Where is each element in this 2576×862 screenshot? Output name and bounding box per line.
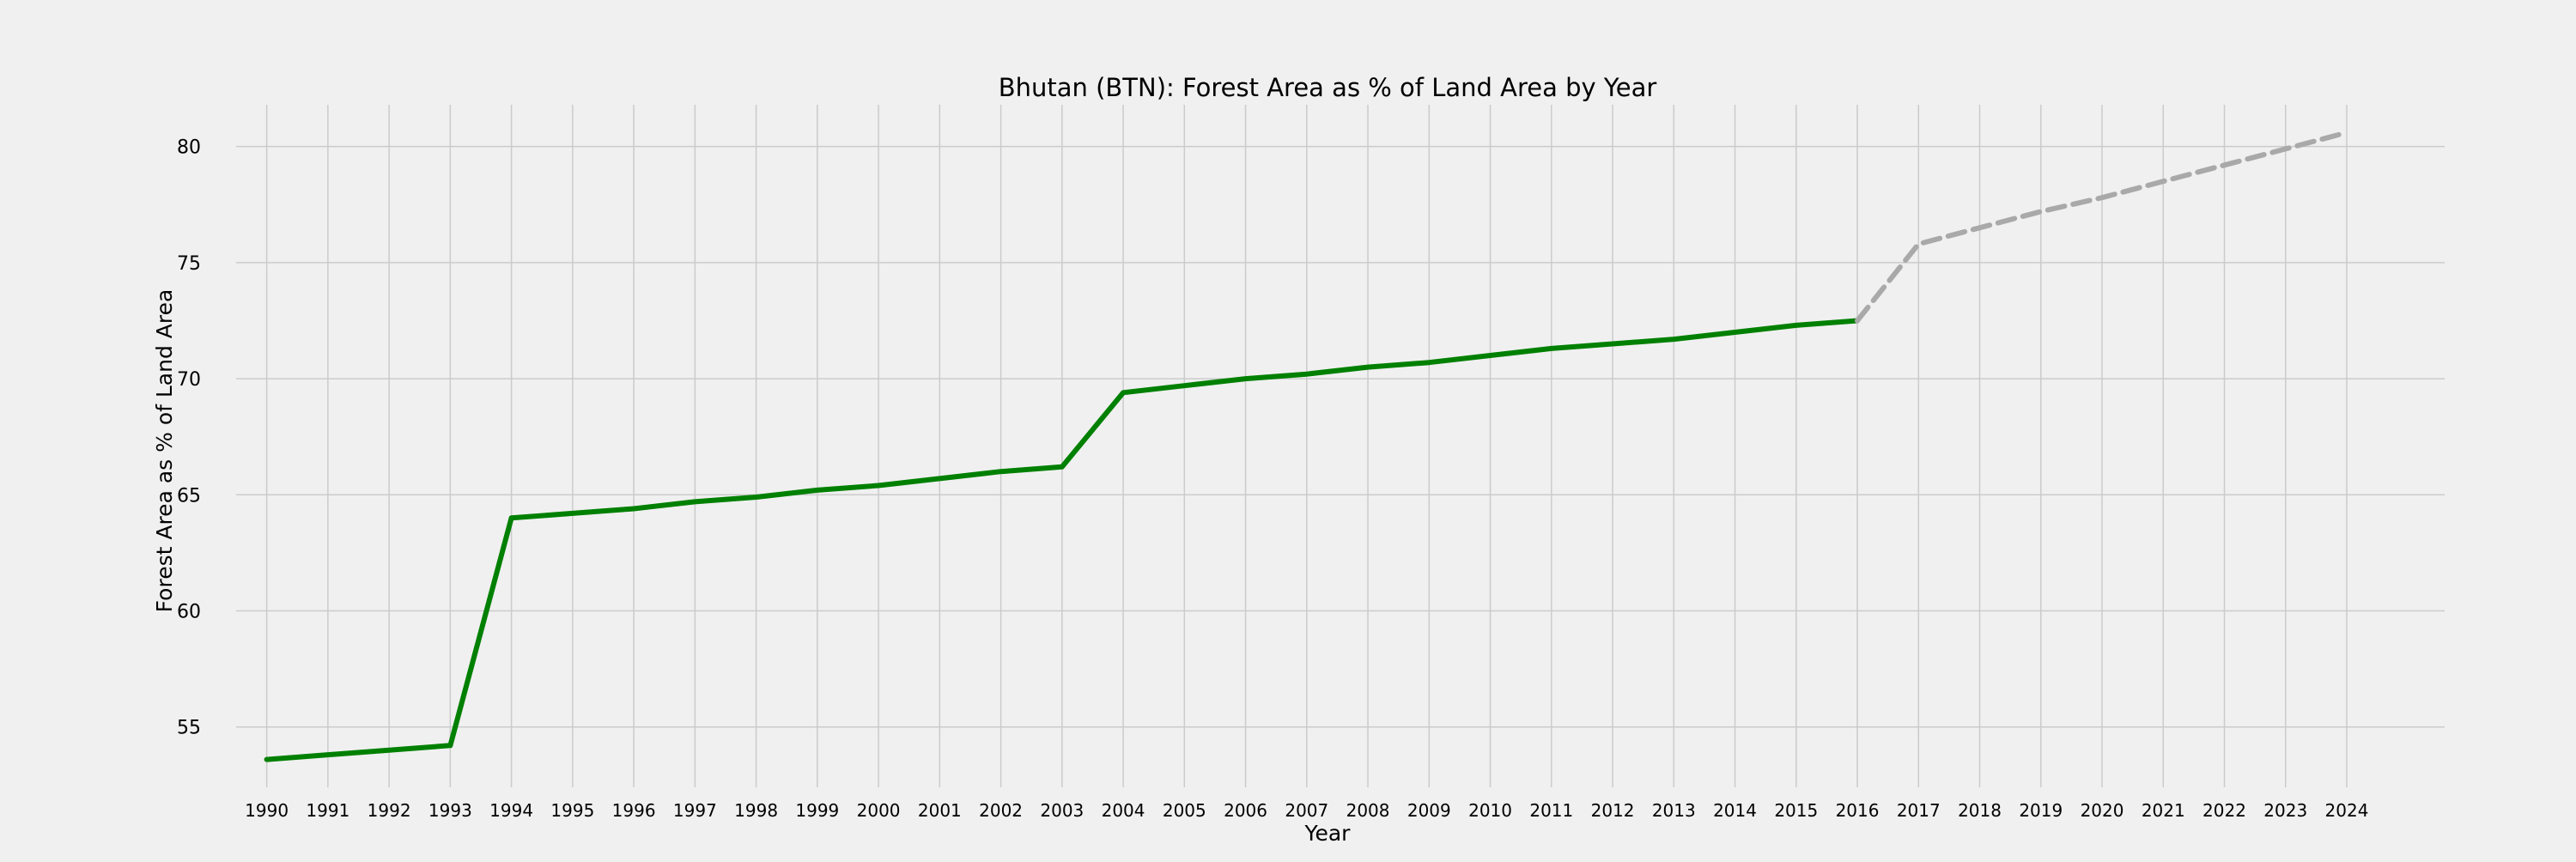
x-tick-label: 2014	[1713, 800, 1757, 821]
x-tick-label: 2021	[2142, 800, 2185, 821]
x-tick-label: 1998	[734, 800, 778, 821]
x-tick-label: 2006	[1224, 800, 1267, 821]
y-tick-label: 55	[177, 718, 201, 739]
x-tick-label: 2004	[1102, 800, 1145, 821]
y-tick-label: 70	[177, 369, 201, 391]
x-tick-label: 2016	[1836, 800, 1880, 821]
x-tick-label: 1997	[673, 800, 717, 821]
x-tick-label: 2023	[2263, 800, 2307, 821]
x-tick-label: 1994	[489, 800, 533, 821]
x-tick-label: 2008	[1346, 800, 1390, 821]
x-axis-label: Year	[1304, 821, 1352, 846]
grid	[236, 105, 2445, 787]
x-tick-label: 2013	[1652, 800, 1696, 821]
series-lines	[264, 130, 2349, 762]
x-tick-label: 2018	[1958, 800, 2002, 821]
y-tick-label: 75	[177, 253, 201, 275]
x-tick-label: 1996	[612, 800, 656, 821]
x-tick-label: 2003	[1040, 800, 1084, 821]
x-tick-label: 2019	[2019, 800, 2063, 821]
chart-title: Bhutan (BTN): Forest Area as % of Land A…	[999, 73, 1657, 102]
y-tick-label: 80	[177, 137, 201, 159]
x-tick-label: 1992	[368, 800, 411, 821]
x-tick-label: 1990	[245, 800, 289, 821]
y-axis-label: Forest Area as % of Land Area	[152, 289, 177, 613]
x-tick-label: 2015	[1774, 800, 1818, 821]
projected-series-line	[1855, 130, 2349, 324]
x-tick-label: 1999	[795, 800, 839, 821]
historical-series-line	[264, 318, 1860, 762]
x-tick-label: 2010	[1468, 800, 1512, 821]
x-tick-label: 2009	[1407, 800, 1451, 821]
x-tick-label: 1991	[306, 800, 349, 821]
x-tick-label: 2000	[857, 800, 901, 821]
x-tick-label: 2001	[918, 800, 962, 821]
x-tick-label: 2024	[2325, 800, 2369, 821]
x-tick-label: 2005	[1163, 800, 1206, 821]
x-tick-label: 2002	[979, 800, 1023, 821]
x-tick-label: 2022	[2202, 800, 2246, 821]
x-tick-label: 2011	[1529, 800, 1573, 821]
x-axis-ticks: 1990 1991 1992 1993 1994 1995 1996 1997 1998 1999…	[245, 800, 2368, 821]
x-tick-label: 2012	[1591, 800, 1635, 821]
x-tick-label: 1995	[550, 800, 594, 821]
y-tick-label: 60	[177, 601, 201, 622]
y-tick-label: 65	[177, 485, 201, 507]
x-tick-label: 2017	[1897, 800, 1941, 821]
x-tick-label: 2007	[1285, 800, 1328, 821]
x-tick-label: 2020	[2081, 800, 2124, 821]
x-tick-label: 1993	[428, 800, 472, 821]
y-axis-ticks: 55 60 65 70 75 80	[177, 137, 201, 739]
